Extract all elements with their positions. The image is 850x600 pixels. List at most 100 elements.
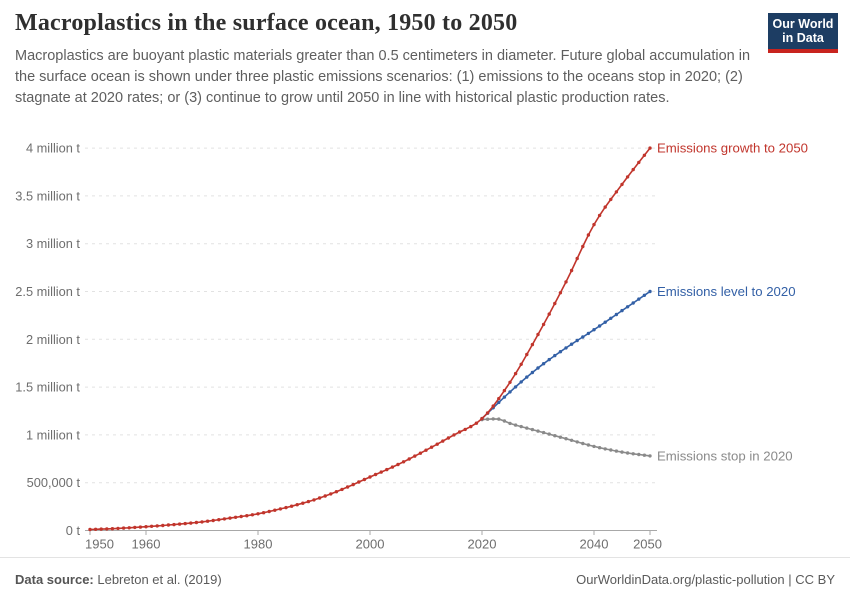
data-point-marker[interactable]	[116, 526, 120, 531]
data-point-marker[interactable]	[530, 342, 535, 347]
data-point-marker[interactable]	[553, 301, 557, 306]
data-point-marker[interactable]	[497, 396, 501, 401]
data-point-marker[interactable]	[418, 451, 423, 455]
data-point-marker[interactable]	[558, 291, 563, 295]
data-point-marker[interactable]	[379, 470, 383, 474]
data-point-marker[interactable]	[289, 504, 294, 508]
data-point-marker[interactable]	[99, 527, 103, 531]
data-point-marker[interactable]	[373, 472, 378, 477]
data-point-marker[interactable]	[569, 342, 574, 346]
data-point-marker[interactable]	[497, 417, 501, 421]
data-point-marker[interactable]	[317, 496, 322, 500]
data-point-marker[interactable]	[485, 411, 490, 415]
data-point-marker[interactable]	[547, 312, 551, 316]
data-point-marker[interactable]	[194, 520, 199, 525]
data-point-marker[interactable]	[631, 301, 635, 305]
data-point-marker[interactable]	[155, 524, 159, 528]
data-point-marker[interactable]	[407, 457, 411, 461]
data-point-marker[interactable]	[502, 388, 507, 393]
data-point-marker[interactable]	[446, 436, 451, 440]
data-point-marker[interactable]	[637, 452, 641, 457]
data-point-marker[interactable]	[592, 222, 596, 227]
data-point-marker[interactable]	[385, 467, 389, 472]
data-point-marker[interactable]	[614, 449, 619, 453]
data-point-marker[interactable]	[558, 350, 563, 354]
data-point-marker[interactable]	[480, 416, 484, 421]
data-point-marker[interactable]	[614, 190, 619, 194]
data-point-marker[interactable]	[581, 441, 585, 446]
data-point-marker[interactable]	[525, 426, 529, 430]
data-point-marker[interactable]	[424, 448, 428, 452]
data-point-marker[interactable]	[205, 519, 210, 523]
data-point-marker[interactable]	[177, 522, 182, 526]
owid-logo[interactable]: Our World in Data	[768, 13, 838, 53]
data-point-marker[interactable]	[609, 448, 613, 452]
data-point-marker[interactable]	[609, 197, 613, 202]
data-point-marker[interactable]	[166, 523, 171, 527]
data-point-marker[interactable]	[586, 331, 591, 336]
data-point-marker[interactable]	[267, 509, 271, 514]
data-point-marker[interactable]	[435, 442, 439, 446]
chart-plot-area[interactable]: 0 t 500,000 t 1 million t 1.5 million t 2 mi…	[0, 128, 850, 556]
data-point-marker[interactable]	[530, 427, 535, 432]
data-point-marker[interactable]	[631, 452, 635, 456]
data-point-marker[interactable]	[329, 492, 333, 496]
data-point-marker[interactable]	[396, 462, 400, 467]
data-point-marker[interactable]	[413, 454, 417, 458]
data-point-marker[interactable]	[575, 338, 579, 343]
data-point-marker[interactable]	[513, 385, 518, 389]
data-point-marker[interactable]	[127, 526, 131, 530]
data-point-marker[interactable]	[603, 447, 607, 451]
data-point-marker[interactable]	[88, 527, 92, 532]
data-point-marker[interactable]	[357, 480, 361, 484]
data-point-marker[interactable]	[586, 443, 591, 447]
data-point-marker[interactable]	[642, 293, 647, 297]
data-point-marker[interactable]	[457, 430, 462, 434]
data-point-marker[interactable]	[581, 244, 585, 249]
data-point-marker[interactable]	[553, 353, 557, 358]
data-point-marker[interactable]	[614, 312, 619, 317]
data-point-marker[interactable]	[519, 362, 523, 366]
data-point-marker[interactable]	[525, 375, 529, 379]
data-point-marker[interactable]	[597, 324, 602, 328]
data-point-marker[interactable]	[541, 430, 546, 435]
data-point-marker[interactable]	[569, 268, 574, 273]
data-point-marker[interactable]	[301, 501, 305, 505]
data-point-marker[interactable]	[648, 146, 652, 150]
data-point-marker[interactable]	[351, 482, 355, 487]
data-point-marker[interactable]	[312, 498, 316, 502]
data-point-marker[interactable]	[564, 346, 568, 350]
data-point-marker[interactable]	[295, 503, 299, 507]
data-point-marker[interactable]	[211, 518, 215, 523]
data-point-marker[interactable]	[508, 421, 512, 426]
data-point-marker[interactable]	[648, 289, 652, 294]
data-point-marker[interactable]	[239, 514, 243, 519]
data-point-marker[interactable]	[200, 520, 204, 524]
data-point-marker[interactable]	[256, 512, 260, 516]
data-point-marker[interactable]	[586, 233, 591, 237]
data-point-marker[interactable]	[390, 465, 395, 469]
data-point-marker[interactable]	[620, 182, 624, 187]
data-point-marker[interactable]	[183, 521, 187, 526]
data-point-marker[interactable]	[133, 525, 137, 530]
data-point-marker[interactable]	[463, 427, 467, 432]
data-point-marker[interactable]	[625, 175, 630, 179]
data-point-marker[interactable]	[469, 424, 473, 429]
data-point-marker[interactable]	[525, 352, 529, 357]
data-point-marker[interactable]	[553, 434, 557, 438]
data-point-marker[interactable]	[93, 527, 98, 531]
series-end-label-emissions-level-to-2020[interactable]: Emissions level to 2020	[657, 284, 796, 299]
data-point-marker[interactable]	[340, 487, 344, 492]
data-point-marker[interactable]	[609, 316, 613, 320]
data-point-marker[interactable]	[502, 419, 507, 423]
data-point-marker[interactable]	[620, 308, 624, 313]
data-point-marker[interactable]	[581, 335, 585, 339]
data-point-marker[interactable]	[138, 525, 143, 529]
series-end-label-emissions-stop-in-2020[interactable]: Emissions stop in 2020	[657, 448, 793, 463]
data-point-marker[interactable]	[323, 494, 327, 498]
data-point-marker[interactable]	[564, 437, 568, 441]
data-point-marker[interactable]	[273, 508, 277, 512]
data-point-marker[interactable]	[245, 514, 249, 518]
data-point-marker[interactable]	[603, 320, 607, 324]
data-point-marker[interactable]	[597, 213, 602, 218]
